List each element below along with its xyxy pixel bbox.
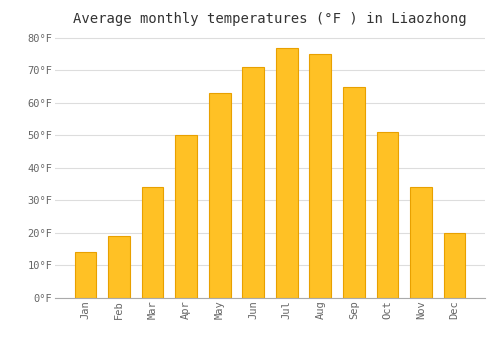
Bar <box>276 48 297 298</box>
Bar <box>242 67 264 298</box>
Bar <box>410 187 432 298</box>
Bar <box>74 252 96 298</box>
Bar <box>343 87 365 298</box>
Bar <box>142 187 164 298</box>
Bar <box>108 236 130 298</box>
Bar <box>444 233 466 298</box>
Bar <box>175 135 197 298</box>
Bar <box>376 132 398 298</box>
Title: Average monthly temperatures (°F ) in Liaozhong: Average monthly temperatures (°F ) in Li… <box>73 12 467 26</box>
Bar <box>310 54 331 298</box>
Bar <box>209 93 231 298</box>
